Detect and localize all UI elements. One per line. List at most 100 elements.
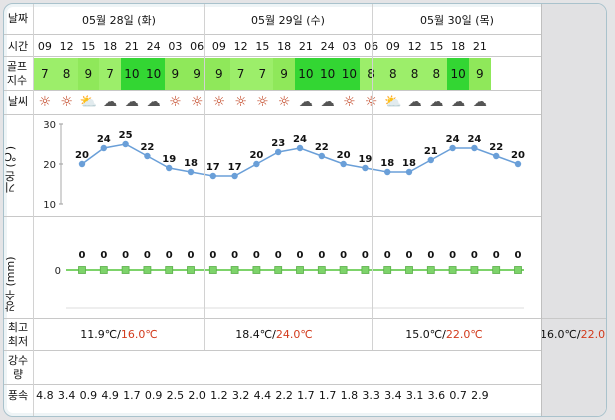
precipitation-point (230, 266, 239, 274)
precipitation-data-label: 0 (188, 250, 195, 261)
wind-speed-value: 1.8 (340, 389, 359, 402)
wind-speed-value: 2.0 (188, 389, 206, 402)
precipitation-point (208, 266, 217, 274)
row-label-precip-amount: 강수 량 (4, 354, 32, 382)
hour-label: 15 (81, 40, 96, 53)
temperature-point (405, 168, 413, 176)
wind-speed-value: 4.8 (36, 389, 54, 402)
minmax-day-2: 18.4℃/24.0℃ (235, 328, 313, 341)
precipitation-point (165, 266, 174, 274)
wind-speed-value: 4.9 (101, 389, 119, 402)
precipitation-data-label: 0 (406, 250, 413, 261)
hour-label: 09 (385, 40, 400, 53)
golf-index-cell: 10 (295, 58, 317, 90)
cloud-icon: ☁ (103, 94, 118, 110)
hour-label: 18 (451, 40, 466, 53)
temperature-point (275, 148, 282, 156)
temperature-point (493, 152, 500, 160)
precipitation-data-label: 0 (427, 250, 434, 261)
max-temp-day-4: 22.0 (580, 328, 606, 341)
divider (4, 384, 541, 385)
sun-icon: ☼ (360, 92, 382, 112)
temperature-data-label: 17 (228, 162, 242, 173)
hour-label: 09 (211, 40, 226, 53)
precipitation-point (470, 266, 479, 274)
hour-label: 03 (342, 40, 357, 53)
hour-label: 18 (103, 40, 118, 53)
temperature-point (427, 156, 434, 164)
precipitation-point (187, 266, 195, 274)
cloud-icon: ☁ (451, 94, 466, 110)
hour-label: 12 (407, 40, 422, 53)
temperature-point (362, 164, 369, 172)
row-label-weather: 날씨 (7, 95, 29, 108)
golf-index-cell: 7 (99, 58, 121, 90)
max-temp-day-1: 16.0℃ (120, 328, 158, 341)
golf-index-cell: 9 (77, 58, 100, 90)
sun-icon: ☼ (190, 94, 204, 110)
golf-index-cell: 8 (360, 58, 382, 90)
temperature-point (231, 172, 238, 180)
temperature-point (514, 160, 522, 168)
hour-label: 06 (360, 40, 382, 53)
temperature-point (296, 144, 304, 152)
divider (204, 4, 205, 350)
precipitation-data-label: 0 (122, 250, 129, 261)
temperature-data-label: 18 (380, 158, 394, 169)
golf-index-cell: 8 (382, 58, 404, 90)
temperature-point (471, 144, 478, 152)
golf-index-cell: 7 (229, 58, 252, 90)
temperature-data-label: 23 (271, 138, 285, 149)
precipitation-data-label: 0 (144, 250, 151, 261)
cloud-icon: ☁ (472, 94, 487, 110)
precipitation-data-label: 0 (253, 250, 260, 261)
hour-label: 18 (277, 40, 292, 53)
divider (4, 216, 541, 217)
divider (4, 90, 541, 91)
minmax-day-4: 16.0℃/22.0 (540, 328, 606, 341)
precipitation-data-label: 0 (340, 250, 347, 261)
right-gutter (541, 4, 606, 416)
precipitation-point (252, 266, 261, 274)
date-header-3: 05월 30일 (목) (420, 14, 494, 27)
hour-label: 15 (255, 40, 270, 53)
precipitation-data-label: 0 (209, 250, 216, 261)
cloud-icon: ☁ (146, 94, 161, 110)
golf-index-cell: 9 (469, 58, 491, 90)
row-label-golf-index-line1: 골프 (6, 60, 28, 73)
precipitation-point (99, 266, 108, 274)
sun-icon: ☼ (212, 94, 226, 110)
hour-label: 12 (233, 40, 248, 53)
y-tick-label: 30 (43, 120, 56, 131)
temperature-data-label: 24 (293, 134, 307, 145)
row-label-precip-amount-line1: 강수 (7, 354, 29, 367)
hour-label: 06 (190, 40, 205, 53)
precipitation-data-label: 0 (384, 250, 391, 261)
min-temp-day-1: 11.9℃ (80, 328, 118, 341)
sun-icon: ☼ (256, 94, 269, 110)
temperature-point (253, 160, 260, 168)
temperature-chart: 30 20 10 20 24 25 22 19 18 17 17 20 23 24 22 20 19 18 18 21… (43, 120, 525, 211)
golf-index-cell: 10 (447, 58, 469, 90)
precipitation-point (121, 266, 130, 274)
temperature-point (449, 144, 456, 152)
row-label-date: 날짜 (7, 12, 29, 25)
precipitation-point (426, 266, 435, 274)
row-label-minmax: 최고 최저 (4, 321, 32, 349)
precipitation-data-label: 0 (297, 250, 304, 261)
precipitation-data-label: 0 (362, 250, 369, 261)
sun-icon: ☼ (343, 94, 356, 110)
minmax-day-3: 15.0℃/22.0℃ (405, 328, 483, 341)
temperature-point (384, 168, 391, 176)
hour-label: 03 (168, 40, 183, 53)
divider (4, 114, 541, 115)
temperature-point (166, 164, 173, 172)
golf-index-cell: 9 (164, 58, 187, 90)
precipitation-point (143, 266, 152, 274)
temperature-data-label: 20 (75, 150, 89, 161)
wind-speed-value: 3.6 (427, 389, 446, 402)
cloud-icon: ☁ (407, 94, 422, 110)
temperature-data-label: 24 (97, 134, 111, 145)
precipitation-data-label: 0 (449, 250, 456, 261)
